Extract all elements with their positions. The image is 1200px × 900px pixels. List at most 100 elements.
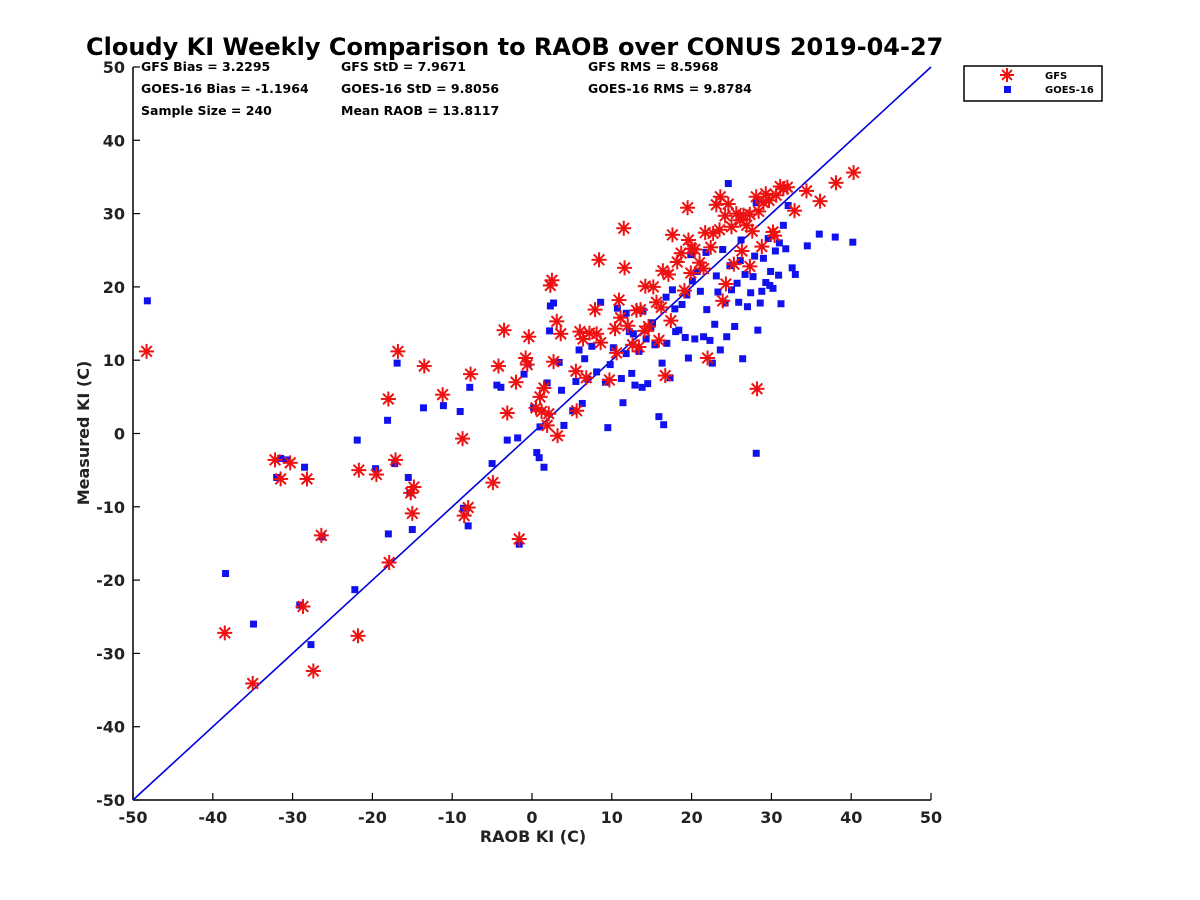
x-axis-label: RAOB KI (C): [480, 827, 586, 846]
gfs-point: [700, 350, 716, 366]
goes16-point: [581, 355, 589, 363]
stat-goes16-rms: GOES-16 RMS = 9.8784: [588, 81, 752, 96]
goes16-point: [351, 586, 359, 594]
y-tick-label: -20: [96, 571, 125, 590]
goes16-point: [456, 408, 464, 416]
goes16-point: [617, 375, 625, 383]
legend-box: [963, 65, 1103, 102]
x-tick-label: 0: [526, 808, 537, 827]
goes16-point: [609, 344, 617, 352]
gfs-point: [669, 254, 685, 270]
gfs-point: [718, 276, 734, 292]
goes16-point: [678, 300, 686, 308]
gfs-point: [683, 265, 699, 281]
gfs-point: [633, 302, 649, 318]
gfs-point: [463, 366, 479, 382]
legend-label-gfs: GFS: [1045, 71, 1067, 82]
goes16-point: [739, 355, 747, 363]
gfs-point: [787, 203, 803, 219]
gfs-point: [587, 302, 603, 318]
goes16-point: [777, 300, 785, 308]
goes16-point: [558, 386, 566, 394]
y-tick-label: 0: [114, 425, 125, 444]
y-tick-label: -10: [96, 498, 125, 517]
goes16-point: [296, 601, 304, 609]
goes16-point: [728, 286, 735, 294]
stat-goes16-bias: GOES-16 Bias = -1.1964: [141, 81, 309, 96]
gfs-point: [651, 332, 667, 348]
gfs-point: [593, 335, 609, 351]
goes16-point: [638, 383, 646, 391]
goes16-point: [540, 463, 548, 471]
goes16-point: [706, 336, 714, 344]
goes16-point: [662, 293, 670, 301]
goes16-point: [733, 279, 741, 287]
y-axis-label: Measured KI (C): [74, 361, 93, 506]
y-tick-label: 30: [103, 205, 125, 224]
gfs-point: [609, 345, 625, 361]
goes16-point: [764, 235, 772, 243]
goes16-point: [622, 350, 630, 358]
goes16-point: [724, 180, 732, 188]
goes16-point: [393, 359, 401, 367]
goes16-point: [735, 298, 743, 306]
goes16-point: [731, 322, 739, 330]
gfs-point: [435, 387, 451, 403]
gfs-point: [416, 358, 432, 374]
goes16-point: [593, 368, 601, 376]
gfs-point: [460, 500, 476, 516]
goes16-point: [533, 449, 541, 457]
gfs-point: [569, 403, 585, 419]
chart-title: Cloudy KI Weekly Comparison to RAOB over…: [86, 33, 943, 61]
gfs-point: [611, 292, 627, 308]
x-tick-label: 20: [680, 808, 702, 827]
goes16-point: [307, 641, 315, 649]
gfs-point: [749, 381, 765, 397]
goes16-point: [384, 416, 392, 424]
goes16-point: [754, 326, 762, 334]
gfs-point: [712, 222, 728, 238]
goes16-point: [788, 264, 796, 272]
x-tick-label: 40: [840, 808, 862, 827]
goes16-point: [543, 379, 551, 387]
goes16-point: [831, 233, 839, 241]
x-tick-label: 30: [760, 808, 782, 827]
goes16-point: [736, 257, 744, 265]
goes16-point: [743, 303, 751, 311]
gfs-point: [496, 322, 512, 338]
y-tick-label: 40: [103, 131, 125, 150]
goes16-point: [619, 399, 627, 407]
gfs-point: [734, 243, 750, 259]
gfs-point: [715, 293, 731, 309]
gfs-point: [578, 370, 594, 386]
gfs-point: [553, 326, 569, 342]
goes16-point: [408, 526, 416, 534]
goes16-point: [681, 333, 689, 341]
goes16-point: [575, 346, 583, 354]
plot-area: -50 -40 -30 -20 -10 0 10 20 30 40 50 50 40 30 20 10 0 -10…: [96, 58, 942, 827]
goes16-point: [756, 299, 764, 307]
gfs-point: [720, 196, 736, 212]
gfs-point: [351, 462, 367, 478]
gfs-point: [282, 455, 298, 471]
x-tick-label: 10: [601, 808, 623, 827]
goes16-point: [691, 335, 699, 343]
goes16-point: [666, 374, 674, 382]
gfs-point: [687, 242, 703, 258]
gfs-point: [404, 505, 420, 521]
gfs-point: [381, 555, 397, 571]
y-tick-label: -40: [96, 718, 125, 737]
gfs-point: [625, 337, 641, 353]
gfs-point: [455, 431, 471, 447]
goes16-point: [222, 570, 230, 578]
goes16-point: [503, 436, 511, 444]
gfs-point: [717, 208, 733, 224]
gfs-point: [350, 628, 366, 644]
goes16-point: [384, 530, 392, 538]
gfs-point: [637, 323, 653, 339]
x-tick-label: -50: [119, 808, 148, 827]
goes16-point: [663, 339, 671, 347]
goes16-point: [572, 377, 580, 385]
gfs-point: [550, 428, 566, 444]
gfs-point: [568, 363, 584, 379]
